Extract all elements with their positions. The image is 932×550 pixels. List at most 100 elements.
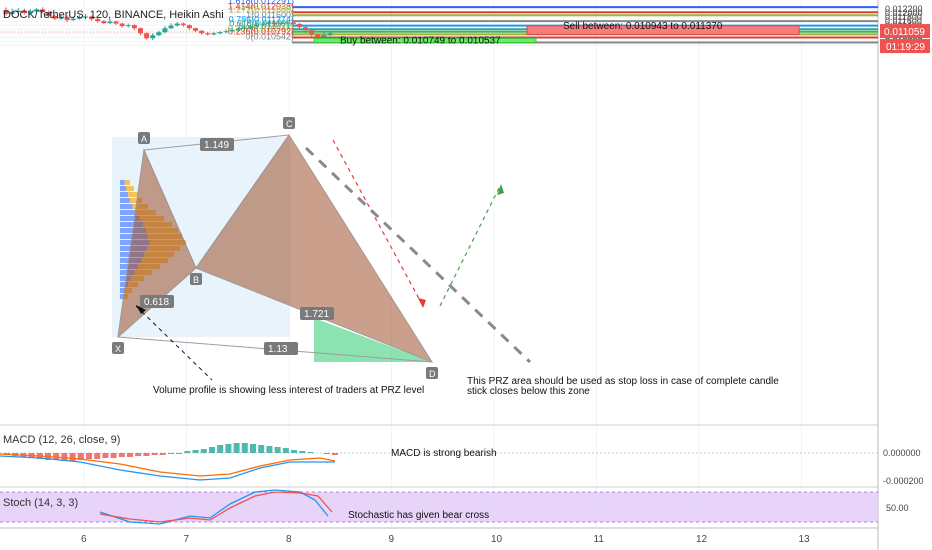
pattern-point-label: B	[193, 275, 199, 285]
volume-profile-bar	[120, 180, 125, 185]
countdown-value: 01:19:29	[886, 42, 925, 53]
macd-histogram-bar	[323, 453, 330, 454]
macd-axis: 0.000000 -0.000200	[883, 448, 924, 486]
time-tick-label: 9	[389, 534, 395, 545]
volume-profile-bar	[120, 282, 129, 287]
candle-body	[58, 17, 64, 19]
pattern-point-label: C	[286, 119, 293, 129]
macd-histogram-bar	[110, 453, 117, 458]
macd-histogram-bar	[53, 453, 60, 460]
candle-body	[278, 23, 284, 25]
macd-line	[0, 455, 335, 481]
macd-histogram-bar	[151, 453, 158, 455]
fib-level-label: 1.272(0.011888)	[229, 4, 294, 14]
macd-histogram-bar	[200, 449, 207, 453]
fib-level-label: 0.5(0.011071)	[239, 21, 294, 31]
candle-body	[82, 16, 88, 18]
harmonic-pattern[interactable]: X A B C D 1.149 0.618 1.721 1.13	[112, 117, 438, 379]
stoch-tick-label: 50.00	[886, 503, 909, 513]
volume-profile-bar	[120, 276, 131, 281]
buy-zone[interactable]: Buy between: 0.010749 to 0.010537	[313, 35, 537, 46]
candle-body	[248, 26, 254, 28]
candle-body	[241, 27, 247, 29]
candle-body	[193, 28, 199, 31]
ratio-label: 1.149	[204, 140, 229, 151]
macd-histogram-bar	[127, 453, 133, 457]
volume-profile-bar	[124, 180, 130, 185]
macd-pane[interactable]	[0, 443, 878, 481]
macd-histogram-bar	[168, 453, 174, 454]
macd-histogram-bar	[77, 453, 84, 460]
price-tick-label: 0.012200	[885, 4, 923, 14]
macd-tick-label: -0.000200	[883, 476, 924, 486]
macd-histogram-bar	[332, 453, 338, 455]
candle-body	[95, 19, 101, 22]
macd-histogram-bar	[135, 453, 142, 456]
stoch-note: Stochastic has given bear cross	[348, 510, 489, 521]
candles	[3, 7, 333, 41]
fib-level-label: 1.414(0.012038)	[228, 1, 294, 11]
candle-body	[296, 23, 302, 28]
fib-level-label: 0.618(0.011196)	[229, 18, 294, 28]
time-tick-label: 8	[286, 534, 292, 545]
prz-note-line1: This PRZ area should be used as stop los…	[467, 376, 779, 387]
candle-body	[272, 22, 278, 25]
candle-body	[70, 18, 76, 21]
volume-profile-bar	[128, 192, 138, 197]
candle-body	[235, 28, 241, 31]
volume-note-arrowhead	[136, 305, 146, 314]
volume-profile-bar	[120, 216, 140, 221]
candle-body	[254, 24, 260, 27]
volume-profile-bar	[129, 198, 142, 203]
time-tick-label: 11	[594, 534, 605, 545]
stoch-pane[interactable]	[99, 489, 333, 525]
green-projection-arrowhead	[497, 184, 504, 195]
candle-body	[21, 10, 27, 14]
candle-body	[101, 21, 107, 24]
candle-body	[186, 25, 192, 29]
macd-histogram-bar	[69, 453, 76, 461]
time-tick-label: 10	[491, 534, 503, 545]
stoch-title: Stoch (14, 3, 3)	[3, 497, 78, 509]
candle-body	[309, 30, 315, 35]
volume-profile-bar	[120, 288, 126, 293]
red-projection-arrowhead	[418, 298, 426, 308]
macd-histogram-bar	[233, 443, 240, 453]
current-price-value: 0.011059	[884, 27, 925, 38]
fib-level-label: 0.786(0.011374)	[229, 15, 294, 25]
stoch-axis: 50.00	[886, 503, 909, 513]
macd-note: MACD is strong bearish	[391, 448, 497, 459]
projection-arrows	[135, 139, 532, 381]
candle-body	[217, 32, 223, 34]
candle-body	[137, 28, 143, 34]
candle-body	[125, 25, 131, 27]
candle-body	[174, 23, 180, 26]
fib-level-label: 0(0.010542)	[245, 31, 294, 41]
macd-histogram-bar	[241, 443, 248, 453]
candle-body	[321, 35, 327, 37]
prz-note-line2: stick closes below this zone	[467, 386, 590, 397]
candle-body	[9, 12, 15, 15]
buy-zone-label: Buy between: 0.010749 to 0.010537	[340, 35, 501, 46]
macd-histogram-bar	[143, 453, 150, 456]
candle-body	[290, 22, 296, 24]
stoch-d-line	[99, 491, 333, 523]
fib-level-label: 0.382(0.010946)	[228, 23, 294, 33]
price-tick-label: 0.011600	[885, 16, 922, 26]
macd-histogram-bar	[266, 446, 273, 453]
volume-profile-bar	[120, 204, 133, 209]
macd-histogram-bar	[94, 453, 101, 459]
pattern-point-badge	[283, 117, 295, 129]
macd-histogram-bar	[86, 453, 92, 459]
macd-title: MACD (12, 26, close, 9)	[3, 434, 120, 446]
macd-histogram-bar	[250, 444, 256, 453]
candle-body	[327, 33, 333, 36]
ratio-label-badge	[140, 295, 174, 308]
sell-zone[interactable]: Sell between: 0.010943 to 0.011370	[526, 21, 800, 35]
fib-level-label: 1.618(0.012291)	[228, 0, 294, 6]
candle-body	[144, 33, 150, 39]
candle-body	[223, 31, 229, 33]
time-axis[interactable]: 6 7 8 9 10 11 12 13	[81, 534, 810, 545]
time-tick-label: 6	[81, 534, 87, 545]
